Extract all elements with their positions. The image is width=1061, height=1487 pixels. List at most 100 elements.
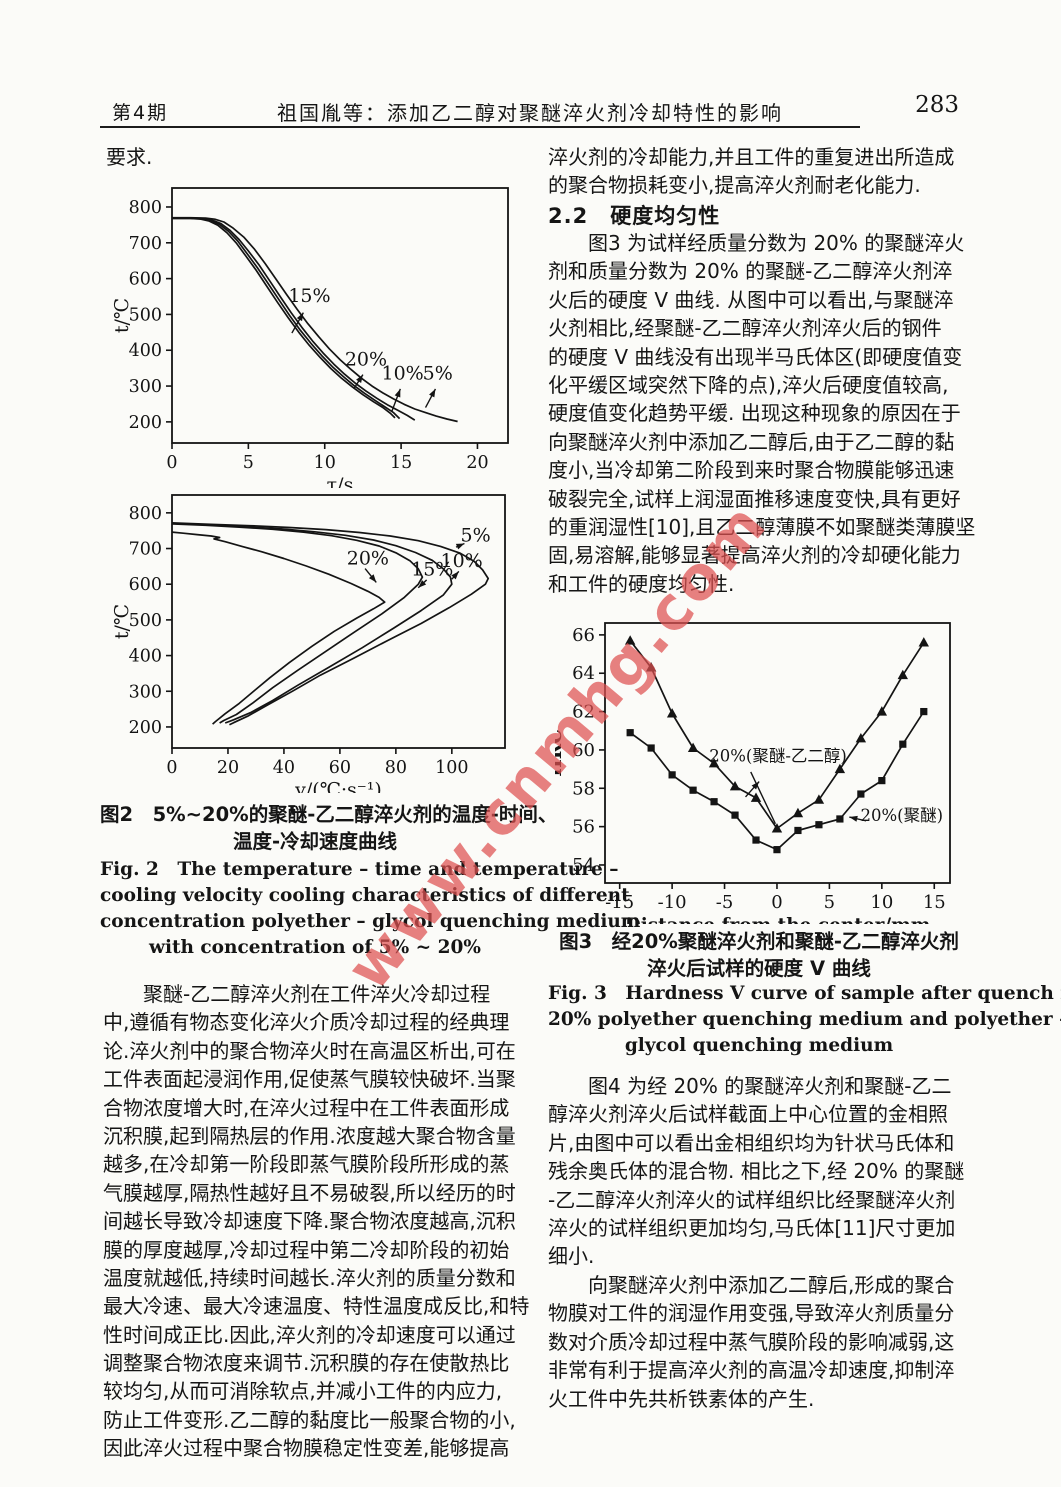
text-line: 温度就越低,持续时间越长.淬火剂的质量分数和: [103, 1265, 516, 1290]
figure2-temperature-velocity-chart: 0 20 40 60 80 100 200 300 400 500 600 700 800 v/(℃·s⁻…: [111, 494, 506, 793]
svg-text:56: 56: [572, 817, 595, 838]
svg-text:20%(聚醚-乙二醇): 20%(聚醚-乙二醇): [709, 746, 847, 765]
svg-text:20%(聚醚): 20%(聚醚): [860, 806, 943, 825]
text-line: 非常有利于提高淬火剂的高温冷却速度,抑制淬: [548, 1358, 955, 1383]
text-line: 最大冷速、最大冷速温度、特性温度成反比,和特: [103, 1294, 530, 1319]
svg-text:τ/s: τ/s: [327, 474, 354, 488]
svg-text:64: 64: [572, 663, 595, 684]
text-line: 防止工件变形.乙二醇的黏度比一般聚合物的小,: [103, 1407, 516, 1432]
svg-text:Distance from the center/mm: Distance from the center/mm: [625, 915, 931, 924]
text-line: 物膜对工件的润湿作用变强,导致淬火剂质量分: [548, 1301, 955, 1326]
text-line: 向聚醚淬火剂中添加乙二醇后,由于乙二醇的黏: [548, 429, 955, 454]
svg-text:20%: 20%: [347, 548, 389, 570]
svg-text:300: 300: [129, 682, 162, 702]
svg-text:100: 100: [435, 758, 468, 778]
text-line: 数对介质冷却过程中蒸气膜阶段的影响减弱,这: [548, 1329, 955, 1354]
svg-text:v/(℃·s⁻¹): v/(℃·s⁻¹): [294, 779, 382, 793]
text-line: -乙二醇淬火剂淬火的试样组织比经聚醚淬火剂: [548, 1187, 956, 1212]
svg-text:5%: 5%: [461, 524, 491, 546]
svg-text:15: 15: [390, 453, 412, 473]
svg-text:80: 80: [385, 758, 407, 778]
svg-text:58: 58: [572, 778, 595, 799]
svg-text:66: 66: [572, 625, 595, 646]
text-line: 的重润湿性[10],且乙二醇薄膜不如聚醚类薄膜坚: [548, 514, 976, 539]
text-line: 聚醚-乙二醇淬火剂在工件淬火冷却过程: [103, 982, 491, 1006]
figure3-caption-chinese: 图3 经20%聚醚淬火剂和聚醚-乙二醇淬火剂 淬火后试样的硬度 V 曲线: [548, 928, 970, 982]
svg-text:300: 300: [129, 377, 162, 397]
text-line: 的硬度 V 曲线没有出现半马氏体区(即硬度值变: [548, 344, 963, 369]
text-line: 论.淬火剂中的聚合物淬火时在高温区析出,可在: [103, 1038, 516, 1063]
text-line: 沉积膜,起到隔热层的作用.浓度越大聚合物含量: [103, 1123, 516, 1148]
svg-text:10%: 10%: [441, 550, 483, 572]
section-heading-2-2: 2.2 硬度均匀性: [548, 204, 721, 228]
text-line: 淬火的试样组织更加均匀,马氏体[11]尺寸更加: [548, 1215, 956, 1240]
svg-text:t/℃: t/℃: [111, 298, 133, 333]
svg-text:800: 800: [129, 198, 162, 218]
text-line: 残余奥氏体的混合物. 相比之下,经 20% 的聚醚: [548, 1159, 965, 1184]
text-line: 合物浓度增大时,在淬火过程中在工件表面形成: [103, 1095, 510, 1120]
text-line: 固,易溶解,能够显著提高淬火剂的冷却硬化能力: [548, 543, 961, 568]
text-line: 图3 为试样经质量分数为 20% 的聚醚淬火: [548, 231, 965, 255]
figure3-hardness-chart: -15 -10 -5 0 5 10 15 54 56 58 60 62 64 66 Distance fro…: [555, 622, 951, 924]
svg-text:t/℃: t/℃: [111, 604, 133, 639]
figure2-caption-english: Fig. 2 The temperature – time and temper…: [100, 857, 641, 961]
svg-text:10%: 10%: [382, 363, 424, 385]
svg-text:10: 10: [314, 453, 336, 473]
text-line: 间越长导致冷却速度下降.聚合物浓度越高,沉积: [103, 1209, 516, 1234]
right-paragraph-3: 向聚醚淬火剂中添加乙二醇后,形成的聚合 物膜对工件的润湿作用变强,导致淬火剂质量分…: [548, 1271, 970, 1413]
text-line: 因此淬火过程中聚合物膜稳定性变差,能够提高: [103, 1436, 510, 1461]
text-line: 气膜越厚,隔热性越好且不易破裂,所以经历的时: [103, 1180, 516, 1205]
text-line: 破裂完全,试样上润湿面推移速度变快,具有更好: [548, 486, 961, 511]
text-line: 向聚醚淬火剂中添加乙二醇后,形成的聚合: [548, 1273, 955, 1297]
svg-text:60: 60: [329, 758, 351, 778]
text-line: 片,由图中可以看出金相组织均为针状马氏体和: [548, 1130, 955, 1155]
text-line: 淬火剂的冷却能力,并且工件的重复进出所造成: [548, 145, 955, 169]
text-line: 淬火后试样的硬度 V 曲线: [647, 957, 871, 980]
text-line: 图2 5%~20%的聚醚-乙二醇淬火剂的温度-时间、: [100, 803, 558, 826]
text-line: cooling velocity cooling characteristics…: [100, 885, 630, 906]
text-line: 膜的厚度越厚,冷却过程中第二冷却阶段的初始: [103, 1237, 510, 1262]
text-line: 化平缓区域突然下降的点),淬火后硬度值较高,: [548, 372, 949, 397]
svg-text:62: 62: [572, 702, 595, 723]
svg-text:400: 400: [129, 647, 162, 667]
text-line: 度小,当冷却第二阶段到来时聚合物膜能够迅速: [548, 458, 955, 483]
text-line: 图3 经20%聚醚淬火剂和聚醚-乙二醇淬火剂: [559, 930, 959, 953]
svg-text:600: 600: [129, 575, 162, 595]
svg-text:15%: 15%: [288, 285, 330, 307]
text-line: 细小.: [548, 1244, 595, 1269]
figure2-caption-chinese: 图2 5%~20%的聚醚-乙二醇淬火剂的温度-时间、 温度-冷却速度曲线: [100, 801, 558, 855]
svg-text:20: 20: [466, 453, 488, 473]
svg-text:200: 200: [129, 718, 162, 738]
svg-text:500: 500: [129, 611, 162, 631]
svg-text:15: 15: [923, 892, 946, 913]
svg-text:10: 10: [870, 892, 893, 913]
text-line: with concentration of 5% ~ 20%: [149, 937, 481, 958]
svg-text:800: 800: [129, 504, 162, 524]
svg-text:5%: 5%: [423, 363, 453, 385]
svg-text:HRC: HRC: [555, 729, 566, 777]
svg-text:15%: 15%: [411, 559, 453, 581]
text-line: 较均匀,从而可消除软点,并减小工件的内应力,: [103, 1379, 503, 1404]
svg-text:0: 0: [166, 453, 177, 473]
left-intro-line: 要求.: [106, 145, 153, 169]
right-paragraph-2: 图4 为经 20% 的聚醚淬火剂和聚醚-乙二 醇淬火剂淬火后试样截面上中心位置的金…: [548, 1072, 970, 1271]
svg-text:5: 5: [824, 892, 835, 913]
figure3-caption-english: Fig. 3 Hardness V curve of sample after …: [548, 981, 1061, 1059]
text-line: 的聚合物损耗变小,提高淬火剂耐老化能力.: [548, 173, 921, 198]
svg-text:0: 0: [771, 892, 782, 913]
svg-text:-5: -5: [716, 892, 734, 913]
svg-text:0: 0: [166, 758, 177, 778]
right-top-paragraph: 淬火剂的冷却能力,并且工件的重复进出所造成 的聚合物损耗变小,提高淬火剂耐老化能力…: [548, 143, 970, 200]
svg-text:600: 600: [129, 270, 162, 290]
text-line: 图4 为经 20% 的聚醚淬火剂和聚醚-乙二: [548, 1074, 952, 1098]
text-line: 性时间成正比.因此,淬火剂的冷却速度可以通过: [103, 1322, 516, 1347]
text-line: 调整聚合物浓度来调节.沉积膜的存在使散热比: [103, 1351, 510, 1376]
svg-text:200: 200: [129, 413, 162, 433]
text-line: 中,遵循有物态变化淬火介质冷却过程的经典理: [103, 1010, 510, 1035]
svg-text:54: 54: [572, 855, 595, 876]
text-line: 醇淬火剂淬火后试样截面上中心位置的金相照: [548, 1102, 948, 1127]
text-line: concentration polyether – glycol quenchi…: [100, 911, 641, 932]
journal-issue: 第4期: [112, 102, 169, 124]
text-line: Fig. 3 Hardness V curve of sample after …: [548, 983, 1061, 1004]
